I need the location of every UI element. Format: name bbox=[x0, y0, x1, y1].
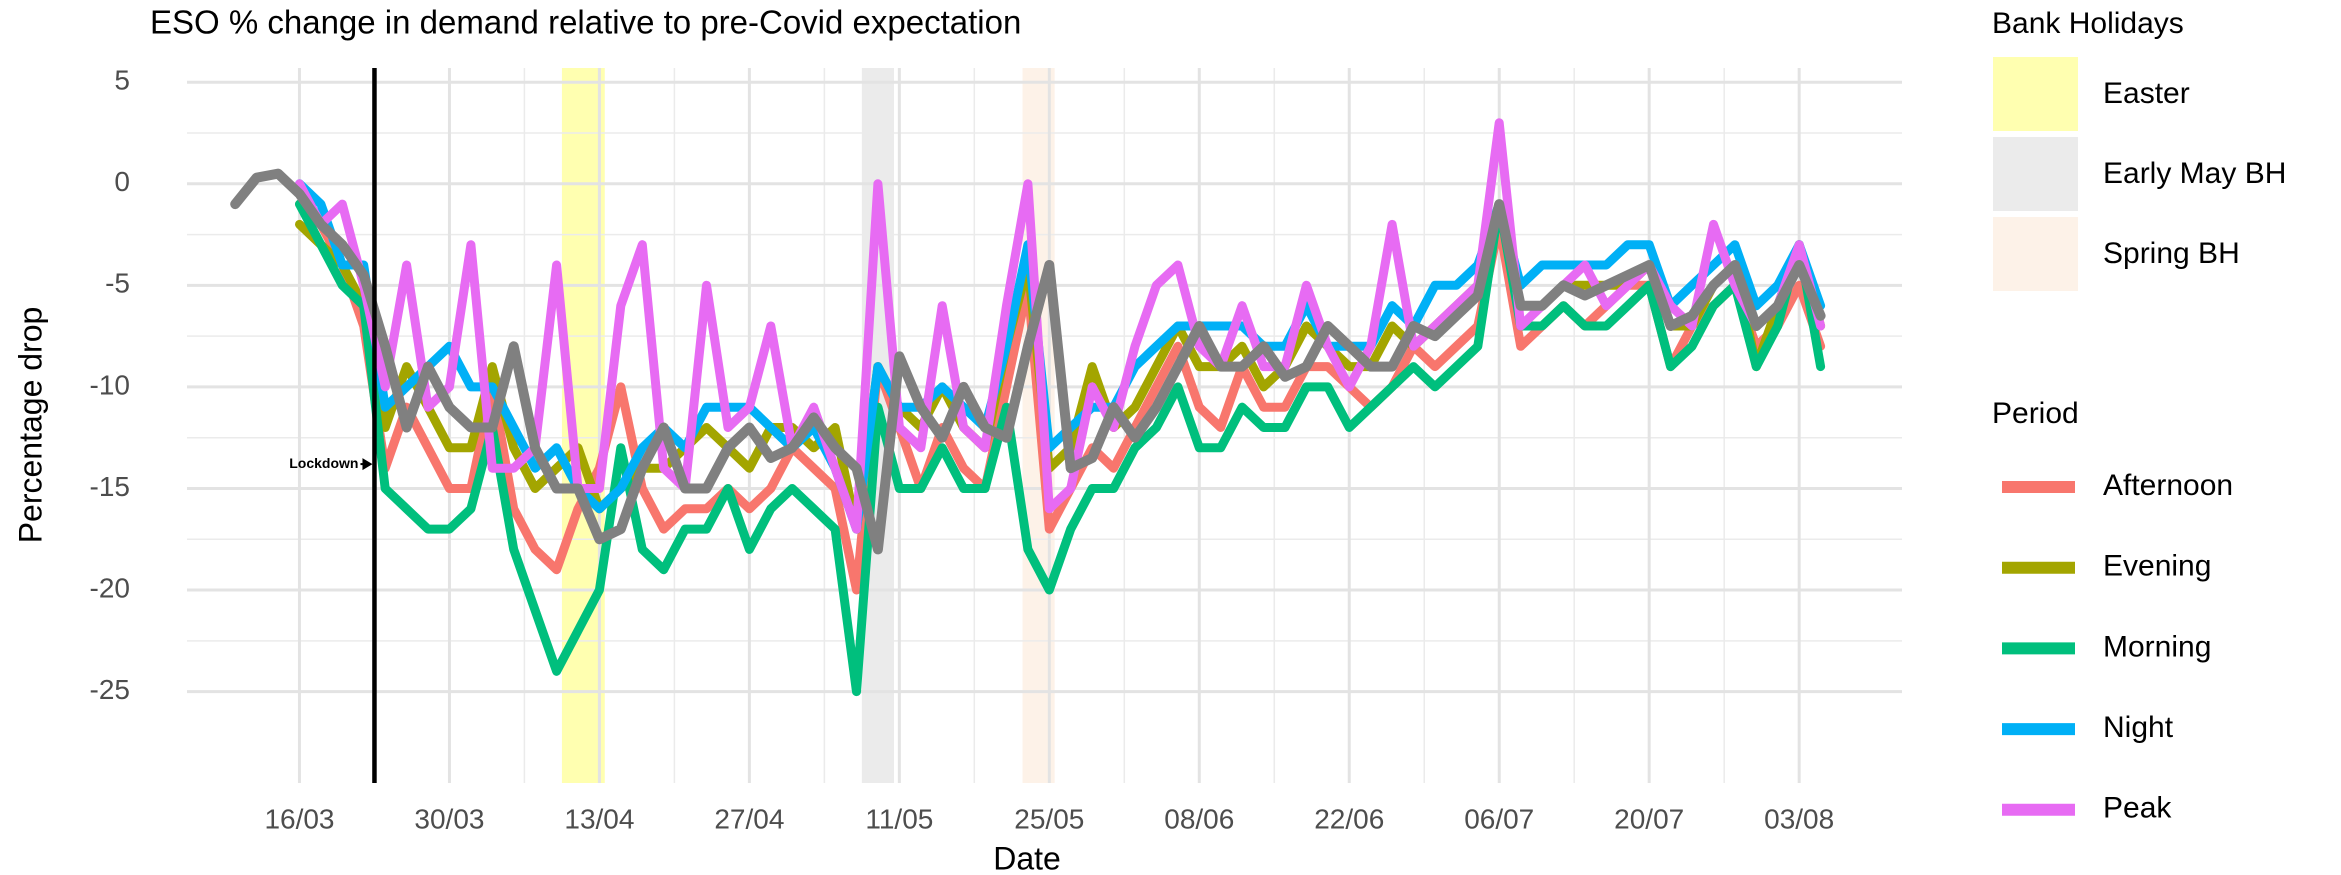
legend-label: Peak bbox=[2103, 792, 2172, 825]
bands-legend-title: Bank Holidays bbox=[1992, 7, 2184, 40]
series-line bbox=[295, 199, 1826, 697]
series-line bbox=[230, 168, 1826, 555]
x-tick-label: 30/03 bbox=[414, 803, 484, 834]
y-tick-label: -5 bbox=[105, 268, 130, 299]
legend-swatch bbox=[1993, 137, 2078, 211]
x-tick-label: 11/05 bbox=[865, 803, 933, 834]
y-axis-label: Percentage drop bbox=[12, 307, 48, 544]
y-tick-label: 5 bbox=[114, 65, 130, 96]
y-tick-label: 0 bbox=[114, 166, 130, 197]
x-tick-label: 13/04 bbox=[564, 803, 634, 834]
legend-label: Night bbox=[2103, 711, 2174, 744]
chart-title: ESO % change in demand relative to pre-C… bbox=[150, 4, 1021, 41]
x-tick-label: 06/07 bbox=[1464, 803, 1534, 834]
legend-title: Period bbox=[1992, 397, 2079, 430]
x-tick-label: 25/05 bbox=[1014, 803, 1084, 834]
x-tick-label: 03/08 bbox=[1764, 803, 1834, 834]
x-tick-label: 08/06 bbox=[1164, 803, 1234, 834]
legend-label: Afternoon bbox=[2103, 469, 2233, 502]
legend-swatch bbox=[1993, 57, 2078, 131]
y-tick-label: -10 bbox=[90, 369, 130, 400]
series-line bbox=[295, 179, 1826, 534]
y-tick-label: -25 bbox=[90, 674, 130, 705]
annotation-label: Lockdown bbox=[289, 455, 358, 471]
x-tick-label: 20/07 bbox=[1614, 803, 1684, 834]
legend-label: Spring BH bbox=[2103, 237, 2240, 270]
x-tick-label: 27/04 bbox=[714, 803, 784, 834]
x-axis-label: Date bbox=[993, 840, 1061, 875]
y-tick-label: -20 bbox=[90, 572, 130, 603]
y-tick-label: -15 bbox=[90, 471, 130, 502]
x-tick-label: 16/03 bbox=[264, 803, 334, 834]
arrow-head bbox=[362, 458, 373, 471]
legend-swatch bbox=[1993, 217, 2078, 291]
legend-label: Evening bbox=[2103, 550, 2211, 583]
x-tick-label: 22/06 bbox=[1314, 803, 1384, 834]
legend-label: Morning bbox=[2103, 630, 2211, 663]
legend-label: Easter bbox=[2103, 77, 2190, 110]
legend-label: Early May BH bbox=[2103, 157, 2286, 190]
